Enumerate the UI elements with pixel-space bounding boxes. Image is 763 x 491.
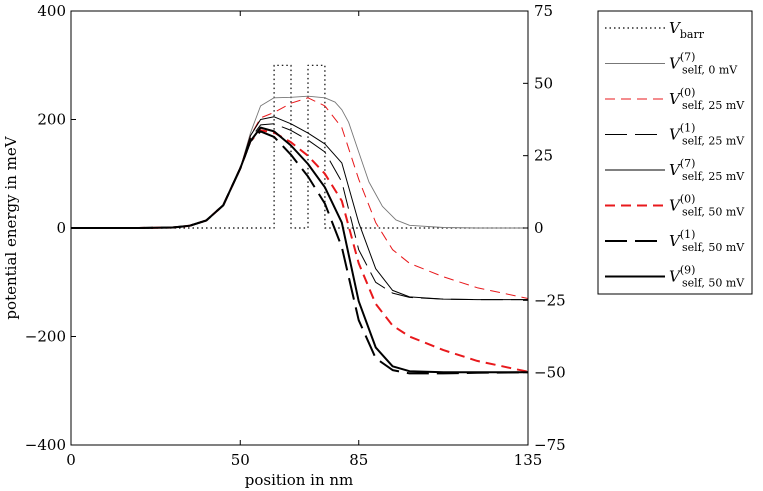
y-tick-label-2: 0 bbox=[56, 219, 66, 237]
y2-tick-label-1: −50 bbox=[534, 364, 566, 382]
y-tick-label-0: −400 bbox=[25, 436, 66, 454]
series-line-2 bbox=[71, 97, 528, 299]
y-axis-label: potential energy in meV bbox=[2, 135, 20, 319]
y2-tick-label-2: −25 bbox=[534, 291, 566, 309]
y2-tick-label-5: 50 bbox=[534, 74, 553, 92]
x-tick-label-3: 135 bbox=[514, 451, 543, 469]
series-line-5 bbox=[71, 129, 528, 373]
series-layer bbox=[71, 64, 528, 375]
legend-entry-0: Vbarr bbox=[669, 19, 705, 41]
legend: Vbarr V(7) self, 0 mV V(0) self, 25 mV V(1) se… bbox=[597, 10, 753, 295]
legend-entry-6: V(1) self, 50 mV bbox=[669, 228, 745, 254]
series-line-7 bbox=[71, 126, 528, 374]
legend-entry-2: V(0) self, 25 mV bbox=[669, 86, 745, 112]
series-line-1 bbox=[71, 95, 528, 229]
legend-frame bbox=[597, 10, 753, 295]
legend-entry-4: V(7) self, 25 mV bbox=[669, 157, 745, 183]
series-line-4 bbox=[71, 116, 528, 301]
series-line-0 bbox=[71, 64, 528, 229]
legend-entry-7: V(9) self, 50 mV bbox=[669, 264, 745, 290]
y-tick-label-4: 400 bbox=[37, 2, 66, 20]
x-tick-label-2: 85 bbox=[349, 451, 368, 469]
y2-tick-label-6: 75 bbox=[534, 2, 553, 20]
ticks-layer: 0 50 85 135 −400 −200 0 200 400 −75 −50 −25 0 25 50 75 bbox=[25, 2, 566, 469]
series-line-6 bbox=[71, 130, 528, 375]
legend-entry-1: V(7) self, 0 mV bbox=[669, 51, 738, 77]
legend-entry-3: V(1) self, 25 mV bbox=[669, 122, 745, 148]
y2-tick-label-3: 0 bbox=[534, 219, 544, 237]
x-tick-label-1: 50 bbox=[231, 451, 250, 469]
x-tick-label-0: 0 bbox=[66, 451, 76, 469]
legend-entry-5: V(0) self, 50 mV bbox=[669, 193, 745, 219]
y2-tick-label-4: 25 bbox=[534, 147, 553, 165]
y-tick-label-1: −200 bbox=[25, 328, 66, 346]
x-axis-label: position in nm bbox=[245, 471, 354, 489]
y2-tick-label-0: −75 bbox=[534, 436, 566, 454]
y-tick-label-3: 200 bbox=[37, 111, 66, 129]
